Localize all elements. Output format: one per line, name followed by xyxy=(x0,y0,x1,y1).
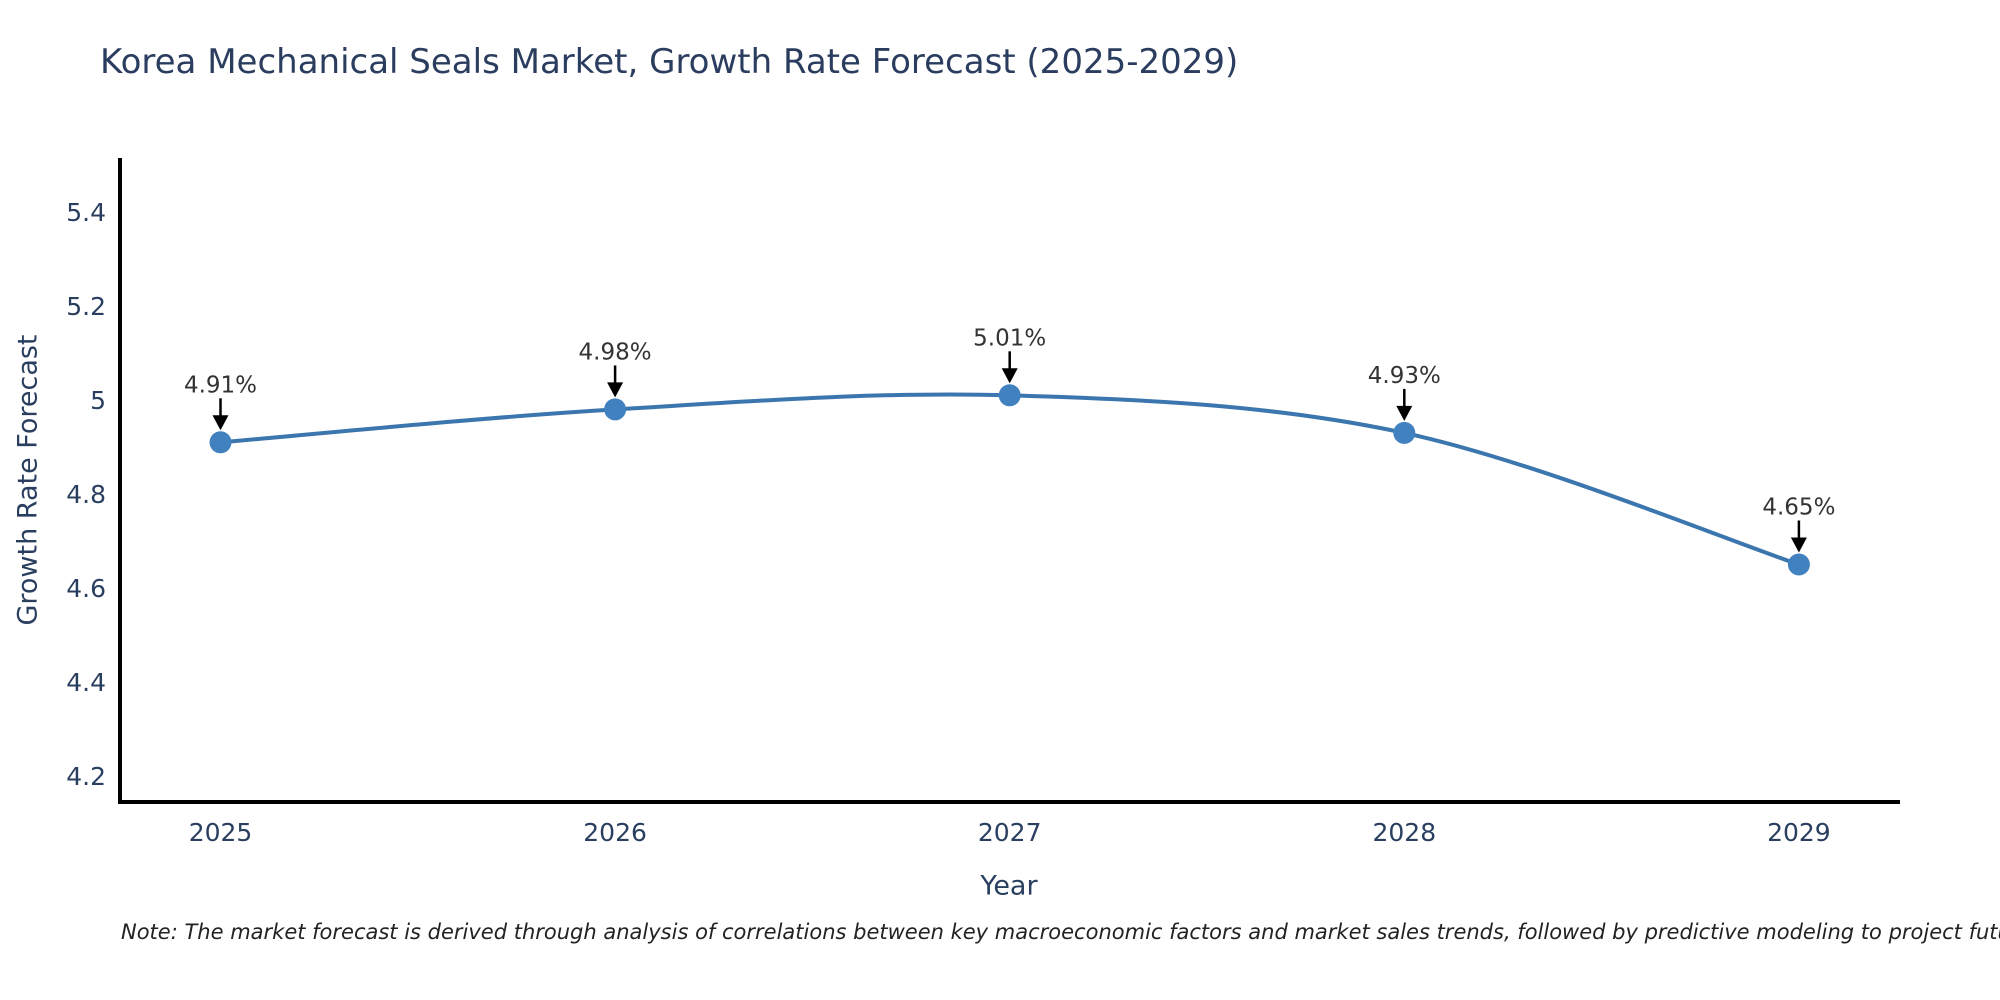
y-tick-label: 5 xyxy=(90,386,106,415)
x-axis-title: Year xyxy=(980,870,1038,902)
x-tick-label: 2025 xyxy=(189,818,253,847)
data-point-marker xyxy=(998,384,1021,407)
x-tick-label: 2029 xyxy=(1767,818,1831,847)
y-tick-label: 4.4 xyxy=(66,668,106,697)
annotation-label: 4.98% xyxy=(579,339,652,365)
chart-title: Korea Mechanical Seals Market, Growth Ra… xyxy=(100,42,1239,82)
series-line xyxy=(218,392,1801,567)
footnote: Note: The market forecast is derived thr… xyxy=(121,920,2000,944)
annotation-arrow-head xyxy=(1001,368,1018,384)
annotation-label: 4.65% xyxy=(1762,495,1835,521)
data-point-marker xyxy=(1787,553,1810,576)
annotation-label: 4.93% xyxy=(1368,363,1441,389)
annotation-arrow-head xyxy=(1396,405,1413,421)
data-point-marker xyxy=(209,431,232,454)
y-axis-title: Growth Rate Forecast xyxy=(12,334,44,626)
y-tick-label: 5.4 xyxy=(66,198,106,227)
data-point-marker xyxy=(1393,421,1416,444)
y-tick-label: 5.2 xyxy=(66,292,106,321)
data-point-marker xyxy=(604,398,627,421)
annotation-label: 4.91% xyxy=(184,372,257,398)
annotation-arrow-head xyxy=(212,415,229,431)
x-tick-label: 2026 xyxy=(583,818,647,847)
annotation-label: 5.01% xyxy=(973,325,1046,351)
x-tick-label: 2027 xyxy=(978,818,1042,847)
annotation-arrow-head xyxy=(1790,537,1807,553)
annotation-arrow-head xyxy=(607,382,624,398)
y-tick-label: 4.2 xyxy=(66,762,106,791)
x-tick-label: 2028 xyxy=(1372,818,1436,847)
y-tick-label: 4.8 xyxy=(66,480,106,509)
y-tick-label: 4.6 xyxy=(66,574,106,603)
